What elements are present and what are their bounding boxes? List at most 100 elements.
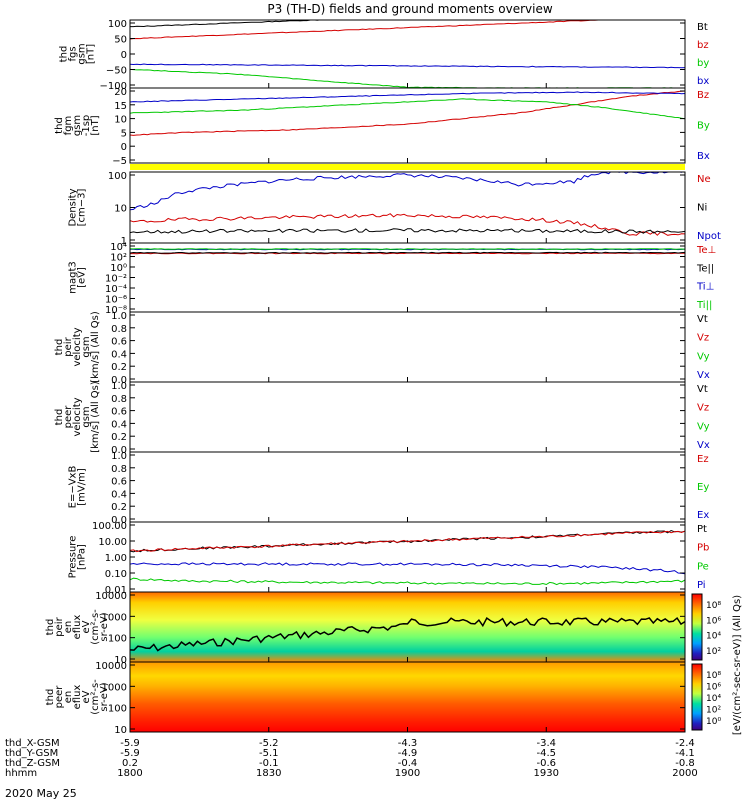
colorbar-strip	[691, 663, 703, 731]
ylabel-line: thd	[54, 117, 65, 134]
series-line-density-1	[130, 228, 685, 234]
colorbar-tick: 10⁶	[706, 683, 721, 693]
ylabel-line: thd	[45, 619, 56, 636]
ytick-label: 1.0	[111, 311, 127, 322]
colorbar-tick: 10⁸	[706, 671, 721, 681]
ytick-label: 10²	[110, 253, 127, 264]
ylabel-line: [km/s] (All Qs)	[90, 311, 101, 383]
legend-ni: Ni	[697, 203, 707, 214]
legend-vy: Vy	[697, 421, 710, 432]
ylabel-line: (cm²-s-	[90, 609, 101, 645]
ylabel-line: fgm	[63, 116, 74, 136]
ytick-label: 100	[108, 634, 127, 645]
ytick-label: 1.00	[105, 553, 127, 564]
ylabel-density: Density[cm−3]	[68, 188, 88, 226]
legend-npot: Npot	[697, 231, 721, 242]
ylabel-line: Pressure	[68, 536, 79, 579]
ylabel-line: sr-eV)	[99, 612, 110, 641]
ytick-label: 10⁻⁸	[105, 305, 127, 316]
ytick-label: −5	[112, 156, 127, 167]
ephem-value: -0.6	[536, 758, 556, 769]
legend-by: By	[697, 121, 710, 132]
ytick-label: 20	[114, 87, 127, 98]
legend-ne: Ne	[697, 174, 711, 185]
colorbar-tick: 10²	[706, 706, 721, 716]
panel-frame	[129, 311, 686, 383]
ylabel-line: peer	[63, 405, 74, 429]
ytick-label: 10⁻²	[105, 274, 127, 285]
ytick-label: 5	[121, 128, 127, 139]
ylabel-line: [eV]	[77, 267, 88, 288]
legend-vy: Vy	[697, 351, 710, 362]
panels: 100500−50−100thdfgsgsm[nT]Btbzbybx201510…	[45, 19, 743, 736]
series-line-density-2	[130, 172, 684, 211]
spectrogram-peir_eflux	[130, 592, 685, 662]
ytick-label: 10⁴	[110, 242, 127, 253]
panel-peer_vel: 1.0 0.8 0.60.4 0.2 0.0 thdpeervelocitygsm[km/…	[54, 381, 710, 456]
plot-title: P3 (TH-D) fields and ground moments over…	[267, 2, 552, 16]
legend-pb: Pb	[697, 543, 709, 554]
ylabel-line: thd	[54, 409, 65, 426]
ytick-label: −100	[100, 81, 127, 92]
legend-bz: bz	[697, 40, 709, 51]
legend-vz: Vz	[697, 403, 709, 414]
legend-bx: Bx	[697, 151, 710, 162]
colorbar-tick: 10²	[706, 647, 721, 657]
series-line-fgs-0	[130, 20, 330, 28]
ylabel-line: (cm²-s-	[90, 679, 101, 715]
ylabel-line: velocity	[72, 397, 83, 436]
ephem-value: -5.9	[120, 748, 140, 759]
ytick-label: 0.2	[111, 502, 127, 513]
series-line-pressure-3	[130, 562, 685, 575]
ytick-label: 50	[114, 35, 127, 46]
panel-peir_eflux: 10000 1000 100 10 thdpeirenefluxeV(cm²-s-sr-…	[45, 591, 686, 666]
ylabel-line: velocity	[72, 327, 83, 366]
ylabel-line: gsm	[81, 336, 92, 357]
ytick-label: −50	[106, 66, 127, 77]
ytick-label: 100	[108, 19, 127, 30]
ytick-label: 1	[121, 236, 127, 247]
ytick-label: 0.6	[111, 477, 127, 488]
legend-vt: Vt	[697, 314, 708, 325]
ephem-value: -3.4	[536, 738, 556, 749]
legend-pi: Pi	[697, 580, 706, 591]
ephem-value: 1900	[395, 768, 420, 779]
panel-efield: 1.0 0.8 0.60.4 0.2 0.0 E=−VxB[mV/m] Ez Ey Ex	[68, 451, 710, 526]
ytick-label: 1000	[102, 682, 127, 693]
ytick-label: 10000	[95, 591, 127, 602]
legend-bx: bx	[697, 76, 709, 87]
ytick-label: 10⁻⁴	[105, 284, 127, 295]
ylabel-line: fgs	[68, 46, 79, 61]
ephem-value: -0.4	[398, 758, 418, 769]
ylabel-line: peer	[54, 685, 65, 709]
colorbar-label: [eV/(cm²-sec-sr-eV)] (All Qs)	[732, 595, 743, 735]
ytick-label: 100	[108, 171, 127, 182]
ylabel-pressure: Pressure[nPa]	[68, 536, 88, 579]
ephemeris-table: thd_X-GSM -5.9 -5.2 -4.3 -3.4 -2.4 thd_Y-GSM -5…	[5, 738, 698, 779]
ylabel-line: eV	[81, 690, 92, 703]
ytick-label: 15	[114, 101, 127, 112]
ytick-label: 10	[114, 725, 127, 736]
ytick-label: 0.8	[111, 324, 127, 335]
legend-by: by	[697, 58, 709, 69]
ytick-label: 0.6	[111, 407, 127, 418]
ytick-label: 100	[108, 704, 127, 715]
series-line-density-0	[130, 213, 685, 236]
ylabel-line: [nT]	[86, 44, 97, 64]
ytick-label: 1000	[102, 612, 127, 623]
ylabel-line: peir	[54, 616, 65, 636]
ylabel-line: eV	[81, 620, 92, 633]
ytick-label: 10.00	[98, 537, 127, 548]
ylabel-line: Density	[68, 188, 79, 226]
ylabel-line: sr-eV)	[99, 682, 110, 711]
legend-vx: Vx	[697, 370, 710, 381]
panel-density: 100 10 1 Density[cm−3] Ne Ni Npot	[68, 171, 721, 247]
panel-frame	[129, 381, 686, 453]
ytick-label: 10	[114, 115, 127, 126]
quality-flag-bar	[130, 164, 685, 170]
